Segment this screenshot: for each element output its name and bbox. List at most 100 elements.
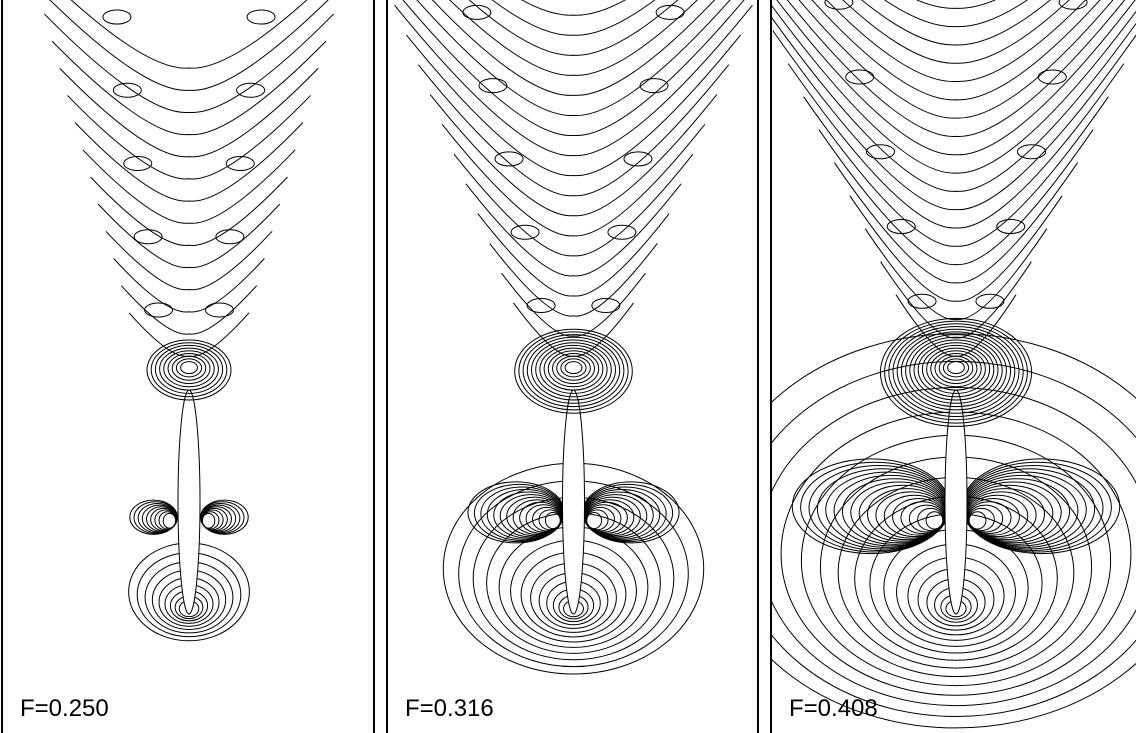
contour-line	[501, 272, 646, 337]
contour-line	[560, 358, 587, 378]
contour-line	[771, 386, 1136, 707]
contour-line	[144, 302, 174, 318]
contour-line	[82, 149, 296, 224]
contour-line	[798, 0, 1114, 119]
contour-line	[623, 151, 653, 167]
contour-line	[915, 0, 997, 9]
contour-line	[417, 64, 730, 197]
contour-line	[655, 4, 685, 20]
contour-line	[465, 183, 682, 277]
contour-line	[113, 258, 265, 313]
contour-line	[564, 361, 583, 375]
contour-line	[865, 144, 895, 160]
contour-line	[917, 342, 995, 398]
contour-line	[849, 195, 1063, 302]
contour-line	[895, 294, 1017, 357]
contour-line	[154, 344, 224, 394]
contour-line	[1058, 0, 1088, 10]
contour-line	[996, 219, 1026, 235]
contour-line	[97, 203, 281, 269]
contour-line	[180, 361, 198, 375]
contour-line	[416, 0, 731, 116]
contour-line	[167, 353, 211, 384]
contour-line	[892, 326, 1020, 417]
contour-line	[803, 96, 1109, 247]
contour-line	[539, 344, 608, 394]
contour-line	[514, 328, 633, 414]
contour-line	[842, 0, 1070, 64]
contour-line	[975, 293, 1005, 309]
contour-line	[204, 302, 234, 318]
contour-line	[934, 353, 978, 384]
contour-line	[90, 176, 288, 246]
contour-line	[861, 0, 1051, 46]
contour-line	[163, 350, 215, 388]
contour-line	[518, 331, 629, 411]
contour-line	[146, 339, 232, 401]
contour-line	[402, 0, 745, 136]
contour-panel	[394, 0, 753, 675]
contour-line	[1037, 69, 1067, 85]
contour-line	[833, 162, 1079, 284]
contour-line	[787, 63, 1125, 229]
contour-line	[59, 67, 319, 158]
contour-line	[907, 293, 937, 309]
contour-panel	[43, 0, 335, 642]
contour-line	[429, 94, 718, 217]
contour-line	[70, 0, 308, 69]
contour-line	[772, 30, 1136, 211]
contour-line	[926, 347, 986, 391]
contour-line	[543, 347, 604, 391]
contour-line	[771, 15, 1136, 192]
contour-line	[513, 302, 634, 357]
contour-line	[49, 0, 329, 91]
contour-line	[905, 334, 1007, 408]
contour-line	[947, 361, 965, 375]
panel-label: F=0.316	[405, 695, 494, 722]
contour-line	[1017, 144, 1047, 160]
panel-frame	[386, 0, 759, 733]
contour-line	[771, 333, 1136, 729]
contour-line	[200, 499, 249, 535]
contour-line	[128, 312, 250, 357]
contour-line	[879, 317, 1033, 427]
contour-line	[776, 0, 1136, 156]
contour-line	[921, 344, 991, 394]
contour-line	[526, 336, 621, 404]
contour-line	[494, 151, 524, 167]
contour-line	[913, 339, 999, 401]
panel-frame	[770, 0, 1136, 733]
contour-line	[175, 358, 203, 378]
contour-line	[884, 320, 1028, 424]
contour-line	[105, 230, 273, 291]
contour-line	[246, 9, 276, 25]
contour-line	[965, 484, 1054, 542]
contour-line	[825, 0, 1087, 83]
contour-line	[521, 0, 626, 16]
contour-line	[535, 342, 612, 398]
contour-line	[449, 0, 698, 76]
contour-line	[591, 297, 621, 313]
contour-line	[531, 339, 616, 401]
contour-line	[552, 353, 595, 384]
contour-line	[477, 213, 670, 297]
hull	[177, 389, 201, 615]
contour-line	[133, 229, 163, 245]
contour-line	[236, 82, 266, 98]
contour-line	[225, 156, 255, 172]
contour-line	[74, 122, 304, 202]
contour-line	[818, 129, 1094, 266]
contour-line	[858, 484, 947, 542]
contour-line	[888, 323, 1024, 421]
contour-line	[886, 219, 916, 235]
contour-line	[811, 0, 1101, 101]
contour-line	[930, 350, 982, 388]
contour-line	[129, 499, 178, 535]
panel-label: F=0.250	[20, 695, 109, 722]
contour-line	[864, 228, 1048, 320]
contour-line	[824, 0, 854, 10]
contour-line	[607, 224, 637, 240]
panel-frame	[1, 0, 375, 733]
contour-line	[43, 13, 335, 113]
